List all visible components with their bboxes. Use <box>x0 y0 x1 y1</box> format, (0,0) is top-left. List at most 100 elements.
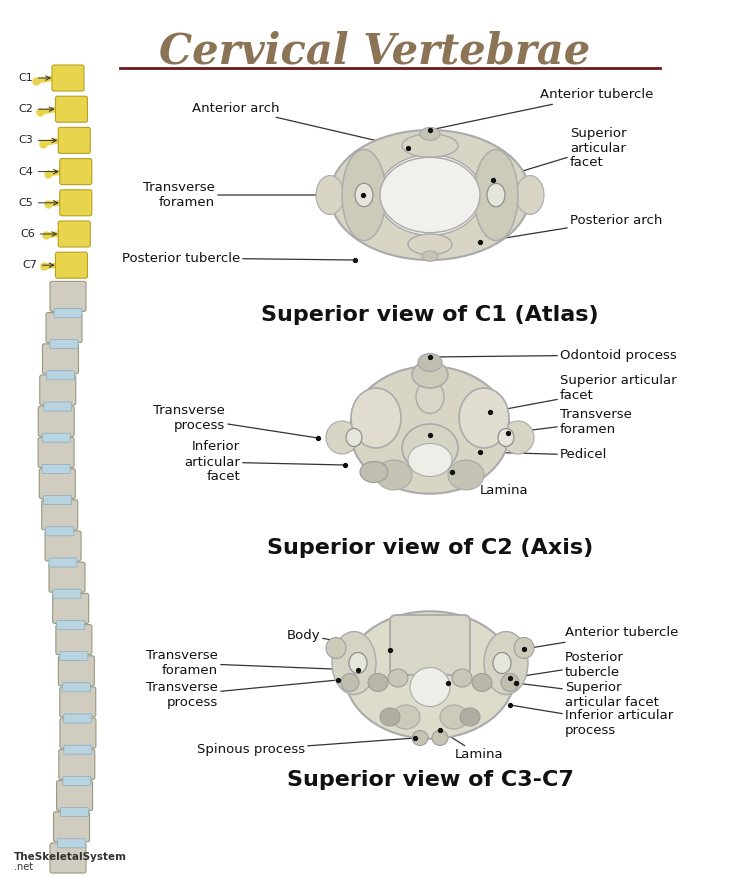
Text: C1: C1 <box>18 73 50 83</box>
FancyBboxPatch shape <box>50 281 86 311</box>
FancyBboxPatch shape <box>56 781 92 811</box>
FancyBboxPatch shape <box>49 562 85 592</box>
Ellipse shape <box>487 183 505 206</box>
Text: Lamina: Lamina <box>440 730 504 761</box>
Ellipse shape <box>408 444 452 476</box>
Ellipse shape <box>392 705 420 729</box>
FancyBboxPatch shape <box>61 808 88 817</box>
FancyBboxPatch shape <box>60 159 92 184</box>
Text: C5: C5 <box>18 198 58 208</box>
FancyBboxPatch shape <box>63 776 91 785</box>
Text: Inferior
articular
facet: Inferior articular facet <box>184 440 345 483</box>
Text: Superior view of C3-C7: Superior view of C3-C7 <box>286 770 574 790</box>
Ellipse shape <box>412 361 448 388</box>
FancyBboxPatch shape <box>62 683 90 691</box>
Ellipse shape <box>416 380 444 414</box>
Ellipse shape <box>326 421 358 454</box>
FancyBboxPatch shape <box>53 811 89 841</box>
FancyBboxPatch shape <box>42 465 70 474</box>
Ellipse shape <box>502 421 534 454</box>
Ellipse shape <box>484 632 528 694</box>
Text: Pedicel: Pedicel <box>480 449 608 461</box>
Text: Transverse
process: Transverse process <box>153 404 318 438</box>
FancyBboxPatch shape <box>64 714 92 723</box>
Ellipse shape <box>378 154 482 235</box>
FancyBboxPatch shape <box>46 312 82 342</box>
FancyBboxPatch shape <box>50 340 78 348</box>
Ellipse shape <box>402 424 458 472</box>
Text: Body: Body <box>346 433 430 446</box>
Ellipse shape <box>501 674 519 691</box>
Ellipse shape <box>418 354 442 371</box>
Ellipse shape <box>332 632 376 694</box>
Text: .net: .net <box>14 862 33 872</box>
Ellipse shape <box>402 134 458 157</box>
Text: Anterior arch: Anterior arch <box>193 101 408 148</box>
Text: C2: C2 <box>18 104 53 114</box>
Ellipse shape <box>341 674 359 691</box>
FancyBboxPatch shape <box>39 468 75 498</box>
FancyBboxPatch shape <box>46 370 74 380</box>
Ellipse shape <box>452 669 472 687</box>
Ellipse shape <box>514 638 534 659</box>
Ellipse shape <box>330 130 530 260</box>
FancyBboxPatch shape <box>57 620 85 630</box>
Ellipse shape <box>472 674 492 691</box>
Ellipse shape <box>493 653 511 674</box>
FancyBboxPatch shape <box>54 309 82 318</box>
FancyBboxPatch shape <box>46 527 74 535</box>
Text: Inferior articular
process: Inferior articular process <box>510 705 674 737</box>
Ellipse shape <box>380 708 400 726</box>
Text: C7: C7 <box>22 260 53 270</box>
Ellipse shape <box>440 705 468 729</box>
FancyBboxPatch shape <box>53 589 81 598</box>
Text: Superior
articular
facet: Superior articular facet <box>493 126 626 180</box>
Text: Posterior arch: Posterior arch <box>480 213 662 242</box>
FancyBboxPatch shape <box>58 656 94 686</box>
Ellipse shape <box>460 708 480 726</box>
FancyBboxPatch shape <box>42 500 78 530</box>
FancyBboxPatch shape <box>44 496 71 505</box>
Text: Anterior tubercle: Anterior tubercle <box>524 626 678 649</box>
Ellipse shape <box>412 730 428 745</box>
Ellipse shape <box>360 461 388 482</box>
Text: C6: C6 <box>20 229 56 239</box>
FancyBboxPatch shape <box>60 718 96 748</box>
FancyBboxPatch shape <box>52 65 84 91</box>
Ellipse shape <box>349 653 367 674</box>
Ellipse shape <box>326 638 346 659</box>
Ellipse shape <box>380 157 480 233</box>
FancyBboxPatch shape <box>60 687 96 717</box>
Text: Transverse
foramen: Transverse foramen <box>508 408 632 436</box>
Ellipse shape <box>368 674 388 691</box>
Text: Lamina: Lamina <box>452 472 529 497</box>
Ellipse shape <box>350 366 510 494</box>
FancyBboxPatch shape <box>38 437 74 467</box>
FancyBboxPatch shape <box>60 652 88 661</box>
Text: Transverse
foramen: Transverse foramen <box>143 181 363 209</box>
Ellipse shape <box>498 429 514 446</box>
Text: Posterior
tubercle: Posterior tubercle <box>510 651 624 679</box>
Text: Superior view of C1 (Atlas): Superior view of C1 (Atlas) <box>261 305 598 325</box>
Text: Superior articular
facet: Superior articular facet <box>490 374 676 412</box>
Ellipse shape <box>459 388 509 448</box>
FancyBboxPatch shape <box>56 252 88 278</box>
FancyBboxPatch shape <box>43 344 79 374</box>
Ellipse shape <box>408 234 452 255</box>
FancyBboxPatch shape <box>58 221 90 247</box>
Ellipse shape <box>345 611 515 739</box>
FancyBboxPatch shape <box>58 750 94 780</box>
FancyBboxPatch shape <box>53 594 88 624</box>
Ellipse shape <box>448 460 484 490</box>
Text: Transverse
foramen: Transverse foramen <box>146 649 358 677</box>
Ellipse shape <box>474 150 518 241</box>
Ellipse shape <box>420 127 440 140</box>
FancyBboxPatch shape <box>64 745 92 754</box>
FancyBboxPatch shape <box>390 615 470 675</box>
Text: Odontoid process: Odontoid process <box>430 348 676 362</box>
Ellipse shape <box>432 730 448 745</box>
FancyBboxPatch shape <box>49 558 77 567</box>
Ellipse shape <box>346 429 362 446</box>
FancyBboxPatch shape <box>58 839 86 848</box>
Ellipse shape <box>388 669 408 687</box>
